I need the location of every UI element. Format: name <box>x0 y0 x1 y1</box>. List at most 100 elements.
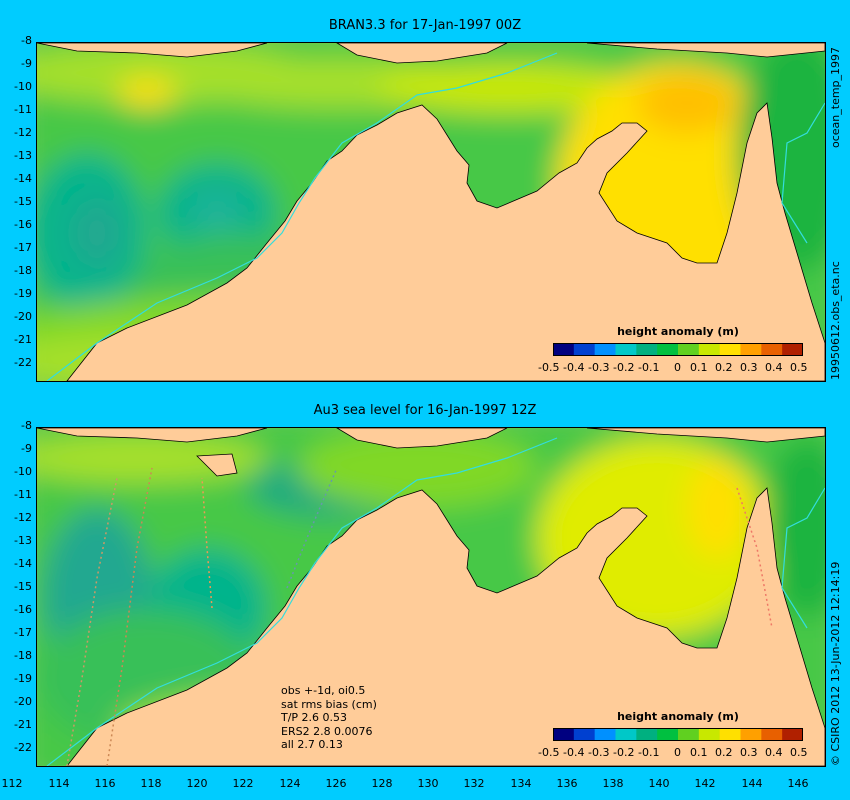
colorbar-tick: -0.1 <box>638 746 660 759</box>
y-tick: -18 <box>14 264 32 277</box>
x-tick: 120 <box>186 777 208 790</box>
x-tick: 126 <box>325 777 347 790</box>
colorbar-swatch <box>657 728 679 741</box>
top-isobath-2 <box>781 102 825 244</box>
x-tick: 114 <box>48 777 70 790</box>
colorbar-swatch <box>678 343 700 356</box>
top-island-2 <box>336 43 508 64</box>
bottom-colorbar <box>553 728 803 741</box>
colorbar-swatch <box>657 343 679 356</box>
x-tick: 124 <box>279 777 301 790</box>
bottom-island-1 <box>37 428 268 443</box>
y-tick: -14 <box>14 557 32 570</box>
colorbar-tick: 0.4 <box>765 361 783 374</box>
y-tick: -19 <box>14 287 32 300</box>
colorbar-tick: 0.1 <box>690 361 708 374</box>
top-island-1 <box>37 43 268 58</box>
colorbar-tick: -0.4 <box>563 746 585 759</box>
x-tick: 138 <box>602 777 624 790</box>
y-tick: -13 <box>14 534 32 547</box>
colorbar-swatch <box>594 728 616 741</box>
y-tick: -16 <box>14 603 32 616</box>
y-tick: -17 <box>14 241 32 254</box>
colorbar-tick: 0.1 <box>690 746 708 759</box>
colorbar-swatch <box>636 728 658 741</box>
side-label-top-lower: 19950612.obs_eta.nc <box>829 261 842 380</box>
x-tick: 128 <box>371 777 393 790</box>
x-tick: 136 <box>556 777 578 790</box>
colorbar-swatch <box>573 728 596 741</box>
stats-line: sat rms bias (cm) <box>281 697 377 711</box>
x-tick: 116 <box>94 777 116 790</box>
stats-line: ERS2 2.8 0.0076 <box>281 724 373 738</box>
top-colorbar <box>553 343 803 356</box>
stats-line: T/P 2.6 0.53 <box>281 711 348 724</box>
colorbar-tick: 0.3 <box>740 361 758 374</box>
colorbar-swatch <box>782 728 803 741</box>
colorbar-swatch <box>719 343 741 356</box>
colorbar-swatch <box>678 728 700 741</box>
top-colorbar-title: height anomaly (m) <box>617 325 739 338</box>
x-tick: 144 <box>741 777 763 790</box>
colorbar-swatch <box>740 728 762 741</box>
bottom-island-3 <box>336 428 508 449</box>
colorbar-swatch <box>615 728 637 741</box>
colorbar-swatch <box>761 728 783 741</box>
x-tick: 146 <box>787 777 809 790</box>
stats-line: obs +-1d, oi0.5 <box>281 684 366 697</box>
x-tick: 132 <box>463 777 485 790</box>
colorbar-swatch <box>573 343 596 356</box>
y-tick: -18 <box>14 649 32 662</box>
colorbar-swatch <box>719 728 741 741</box>
y-tick: -21 <box>14 333 32 346</box>
y-tick: -16 <box>14 218 32 231</box>
colorbar-tick: -0.2 <box>613 746 635 759</box>
colorbar-swatch <box>740 343 762 356</box>
bottom-colorbar-title: height anomaly (m) <box>617 710 739 723</box>
colorbar-tick: 0.2 <box>715 361 733 374</box>
colorbar-tick: 0.4 <box>765 746 783 759</box>
colorbar-tick: 0.5 <box>790 746 808 759</box>
colorbar-tick: -0.5 <box>538 361 560 374</box>
top-isobath <box>46 52 558 381</box>
bottom-isobath-2 <box>781 487 825 629</box>
bottom-map-panel <box>36 427 826 767</box>
y-tick: -20 <box>14 695 32 708</box>
y-tick: -8 <box>21 419 32 432</box>
y-tick: -11 <box>14 488 32 501</box>
y-tick: -22 <box>14 741 32 754</box>
colorbar-swatch <box>553 728 575 741</box>
bottom-island-4 <box>586 428 825 443</box>
colorbar-tick: -0.4 <box>563 361 585 374</box>
y-tick: -12 <box>14 511 32 524</box>
colorbar-swatch <box>615 343 637 356</box>
colorbar-tick: -0.2 <box>613 361 635 374</box>
x-tick: 112 <box>1 777 23 790</box>
y-tick: -8 <box>21 34 32 47</box>
colorbar-swatch <box>698 343 721 356</box>
colorbar-tick: -0.3 <box>588 746 610 759</box>
y-tick: -20 <box>14 310 32 323</box>
bottom-island-2 <box>196 453 238 477</box>
stats-block: obs +-1d, oi0.5 sat rms bias (cm) T/P 2.… <box>281 684 377 752</box>
y-tick: -12 <box>14 126 32 139</box>
colorbar-swatch <box>698 728 721 741</box>
colorbar-tick: -0.5 <box>538 746 560 759</box>
bottom-title: Au3 sea level for 16-Jan-1997 12Z <box>313 403 537 418</box>
x-tick: 130 <box>417 777 439 790</box>
x-tick: 118 <box>140 777 162 790</box>
top-island-3 <box>586 43 825 58</box>
colorbar-swatch <box>553 343 575 356</box>
x-tick: 140 <box>648 777 670 790</box>
y-tick: -15 <box>14 580 32 593</box>
x-tick: 134 <box>510 777 532 790</box>
y-tick: -14 <box>14 172 32 185</box>
colorbar-tick: 0.5 <box>790 361 808 374</box>
side-label-bottom: © CSIRO 2012 13-Jun-2012 12:14:19 <box>829 561 842 766</box>
y-tick: -11 <box>14 103 32 116</box>
y-tick: -15 <box>14 195 32 208</box>
bottom-isobath <box>46 437 558 766</box>
y-tick: -17 <box>14 626 32 639</box>
y-tick: -22 <box>14 356 32 369</box>
top-map-panel <box>36 42 826 382</box>
